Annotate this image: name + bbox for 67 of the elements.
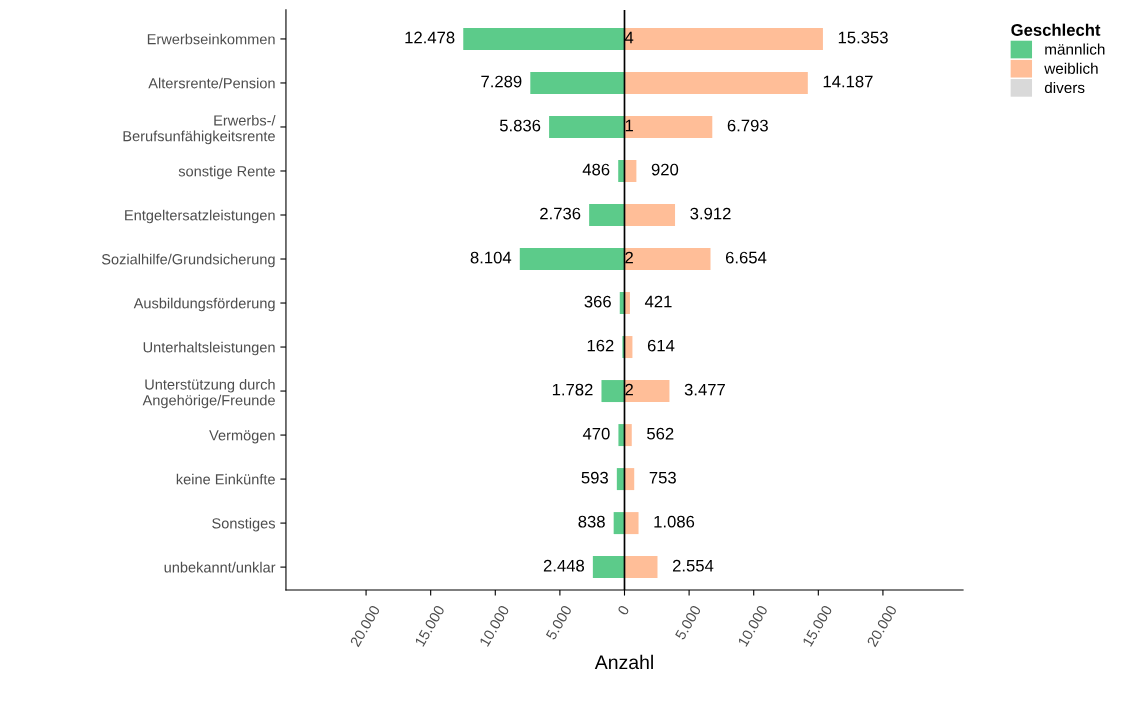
data-label: 486	[582, 163, 610, 176]
data-label: 162	[587, 339, 614, 352]
data-label: 3.477	[684, 383, 725, 396]
data-label: 1.782	[552, 383, 593, 396]
legend-title: Geschlecht	[1011, 23, 1101, 36]
data-label: 3.912	[690, 207, 731, 220]
bar	[589, 204, 625, 226]
y-tick-label: Entgeltersatzleistungen	[125, 209, 275, 224]
y-tick-label: sonstige Rente	[178, 165, 275, 180]
data-label: 6.654	[725, 251, 767, 264]
y-tick-label: Sozialhilfe/Grundsicherung	[101, 253, 275, 268]
bar	[624, 556, 658, 579]
y-tick-label: Erwerbs-/ Berufsunfähigkeitsrente	[123, 114, 276, 145]
data-label: 6.793	[727, 119, 768, 132]
data-label: 2	[625, 383, 633, 396]
data-label: 562	[647, 427, 674, 440]
data-label: 2.554	[672, 559, 714, 572]
y-tick-label: Erwerbseinkommen	[147, 33, 275, 45]
bar	[519, 248, 625, 271]
data-label: 15.353	[838, 31, 888, 44]
legend-label: divers	[1044, 81, 1085, 94]
data-label: 5.836	[499, 119, 541, 132]
legend-label: weiblich	[1044, 62, 1098, 74]
data-label: 7.289	[481, 75, 522, 88]
y-tick-label: unbekannt/unklar	[164, 561, 276, 573]
y-tick-label: Unterhaltsleistungen	[143, 341, 275, 356]
x-tick-label: 0	[617, 604, 630, 616]
x-axis-title: Anzahl	[594, 654, 653, 670]
bar	[624, 380, 670, 403]
bar	[624, 159, 637, 182]
bar	[530, 71, 625, 94]
bar	[624, 71, 808, 94]
y-tick-label: Vermögen	[209, 430, 275, 444]
data-label: 4	[624, 31, 634, 44]
data-label: 470	[582, 427, 610, 440]
y-tick-label: Altersrente/Pension	[148, 77, 275, 89]
data-label: 920	[651, 163, 679, 176]
data-label: 366	[584, 295, 611, 308]
bar	[613, 512, 625, 535]
y-tick-label: keine Einkünfte	[176, 473, 275, 485]
data-label: 8.104	[470, 251, 512, 264]
data-label: 2.736	[540, 207, 581, 220]
bar	[463, 27, 625, 50]
bar	[624, 27, 823, 50]
bar	[592, 556, 625, 579]
y-tick-label: Sonstiges	[212, 517, 276, 532]
bar	[624, 512, 639, 535]
data-label: 14.187	[823, 75, 873, 88]
data-label: 753	[649, 471, 676, 484]
bar	[624, 468, 635, 491]
y-tick-label: Ausbildungsförderung	[133, 297, 275, 312]
data-label: 2.448	[543, 559, 585, 572]
data-label: 838	[578, 515, 605, 528]
data-label: 614	[647, 339, 675, 352]
data-label: 12.478	[405, 31, 455, 44]
bar	[549, 115, 625, 138]
y-tick-label: Unterstützung durch Angehörige/Freunde	[142, 378, 275, 409]
bar	[624, 115, 713, 138]
data-label: 2	[625, 251, 633, 264]
data-label: 593	[581, 471, 608, 484]
data-label: 421	[644, 295, 672, 308]
bar	[601, 380, 625, 403]
bar	[624, 204, 676, 226]
data-label: 1	[625, 119, 633, 132]
legend-label: männlich	[1045, 43, 1105, 55]
bar	[624, 248, 711, 271]
data-label: 1.086	[654, 515, 695, 528]
